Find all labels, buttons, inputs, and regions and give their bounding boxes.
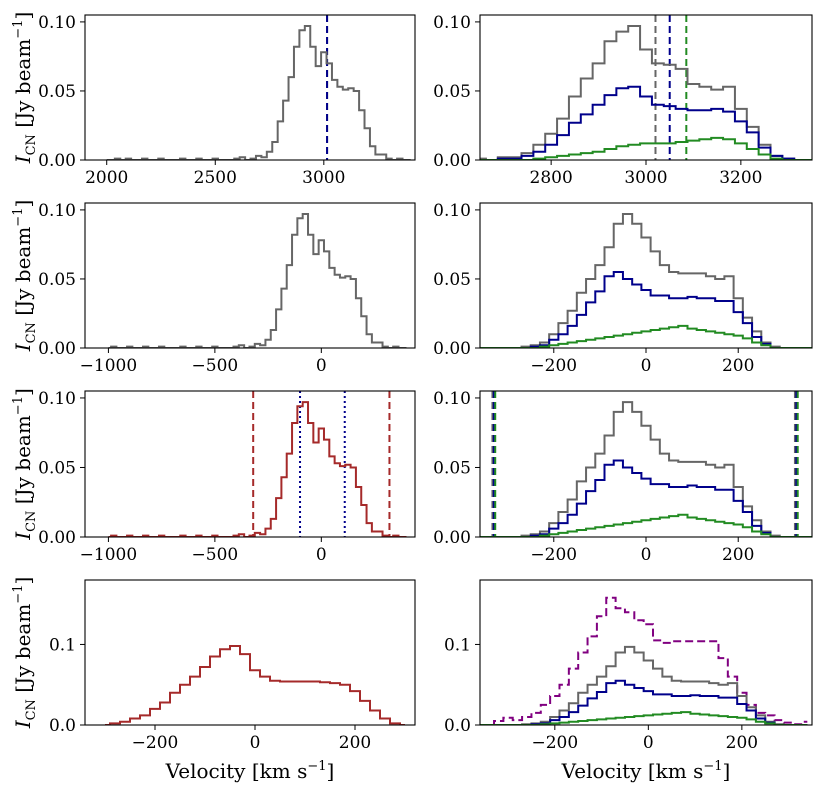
y-axis-label: ICN [Jy beam−1] <box>11 388 39 541</box>
axes-frame <box>479 14 813 161</box>
axes-frame <box>84 202 416 349</box>
y-tick-label: 0.05 <box>38 82 76 102</box>
series-total <box>108 401 407 537</box>
x-tick-label: −500 <box>192 545 239 565</box>
series-navy <box>480 271 812 348</box>
axes-frame <box>84 579 416 726</box>
series-total <box>108 213 407 348</box>
y-tick-label: 0.10 <box>433 389 471 409</box>
y-axis-label: ICN [Jy beam−1] <box>11 12 39 165</box>
x-tick-label: 0 <box>250 733 261 753</box>
plot-area <box>106 15 411 160</box>
x-tick-label: 0 <box>316 545 327 565</box>
plot-area <box>108 391 407 537</box>
axes-frame <box>84 390 416 538</box>
y-tick-label: 0.00 <box>433 528 471 548</box>
x-tick-label: 200 <box>722 545 754 565</box>
y-tick-label: 0.0 <box>49 716 76 736</box>
x-tick-label: −1000 <box>80 356 138 376</box>
y-tick-label: 0.10 <box>433 13 471 33</box>
x-tick-label: 3000 <box>624 168 667 188</box>
x-axis-label: Velocity [km s−1] <box>561 759 731 783</box>
x-tick-label: 2500 <box>194 168 237 188</box>
series-green <box>480 513 812 537</box>
x-tick-label: 0 <box>643 733 654 753</box>
x-tick-label: 200 <box>726 733 758 753</box>
y-tick-label: 0.10 <box>433 201 471 221</box>
axes-frame <box>479 579 813 726</box>
x-tick-label: 0 <box>316 356 327 376</box>
y-axis-label: ICN [Jy beam−1] <box>11 200 39 353</box>
series-gray <box>480 401 812 537</box>
y-tick-label: 0.00 <box>38 339 76 359</box>
y-axis-label: ICN [Jy beam−1] <box>11 577 39 730</box>
plot-area <box>108 213 407 348</box>
x-tick-label: −200 <box>530 545 577 565</box>
x-tick-label: −200 <box>531 733 578 753</box>
plot-area <box>480 15 812 160</box>
panel-p2: 2800 3000 3200 0.00 0.05 0.10 <box>433 13 813 188</box>
series-green <box>480 324 812 348</box>
y-tick-label: 0.0 <box>444 716 471 736</box>
panel-p7: −200 0 200 0.0 0.1 ICN [Jy beam−1] Velocity [k… <box>11 577 416 783</box>
y-tick-label: 0.00 <box>433 151 471 171</box>
plot-area <box>480 596 808 725</box>
y-tick-label: 0.00 <box>38 528 76 548</box>
series-total <box>106 25 411 160</box>
x-tick-label: 200 <box>722 356 754 376</box>
plot-area <box>480 213 812 348</box>
series-gray <box>480 213 812 348</box>
y-tick-label: 0.1 <box>444 635 471 655</box>
series-navy <box>480 459 812 537</box>
x-tick-label: −200 <box>530 356 577 376</box>
plot-area <box>480 391 812 537</box>
series-navy <box>480 85 812 160</box>
series-navy <box>480 679 808 725</box>
y-tick-label: 0.00 <box>38 151 76 171</box>
x-tick-label: 2800 <box>530 168 573 188</box>
y-tick-label: 0.1 <box>49 635 76 655</box>
x-tick-label: −500 <box>192 356 239 376</box>
series-green <box>480 711 808 725</box>
y-tick-label: 0.05 <box>433 458 471 478</box>
x-tick-label: 2000 <box>85 168 128 188</box>
y-tick-label: 0.10 <box>38 13 76 33</box>
axes-frame <box>84 14 416 161</box>
y-tick-label: 0.05 <box>38 458 76 478</box>
x-tick-label: 3200 <box>719 168 762 188</box>
series-green <box>480 136 812 160</box>
y-tick-label: 0.05 <box>433 270 471 290</box>
series-gray <box>480 25 812 160</box>
series-total <box>105 645 405 725</box>
y-tick-label: 0.05 <box>38 270 76 290</box>
axes-frame <box>479 390 813 538</box>
x-tick-label: −200 <box>132 733 179 753</box>
x-tick-label: −1000 <box>80 545 138 565</box>
series-gray <box>480 645 808 725</box>
x-tick-label: 3000 <box>302 168 345 188</box>
panel-p4: −200 0 200 0.00 0.05 0.10 <box>433 201 813 376</box>
y-tick-label: 0.05 <box>433 82 471 102</box>
plot-area <box>105 645 405 725</box>
x-axis-label: Velocity [km s−1] <box>165 759 335 783</box>
x-tick-label: 200 <box>339 733 371 753</box>
y-tick-label: 0.00 <box>433 339 471 359</box>
panel-p6: −200 0 200 0.00 0.05 0.10 <box>433 389 813 565</box>
panel-p8: −200 0 200 0.0 0.1 Velocity [km s−1] <box>444 579 813 783</box>
x-tick-label: 0 <box>641 545 652 565</box>
x-tick-label: 0 <box>641 356 652 376</box>
axes-frame <box>479 202 813 349</box>
y-tick-label: 0.10 <box>38 201 76 221</box>
y-tick-label: 0.10 <box>38 389 76 409</box>
